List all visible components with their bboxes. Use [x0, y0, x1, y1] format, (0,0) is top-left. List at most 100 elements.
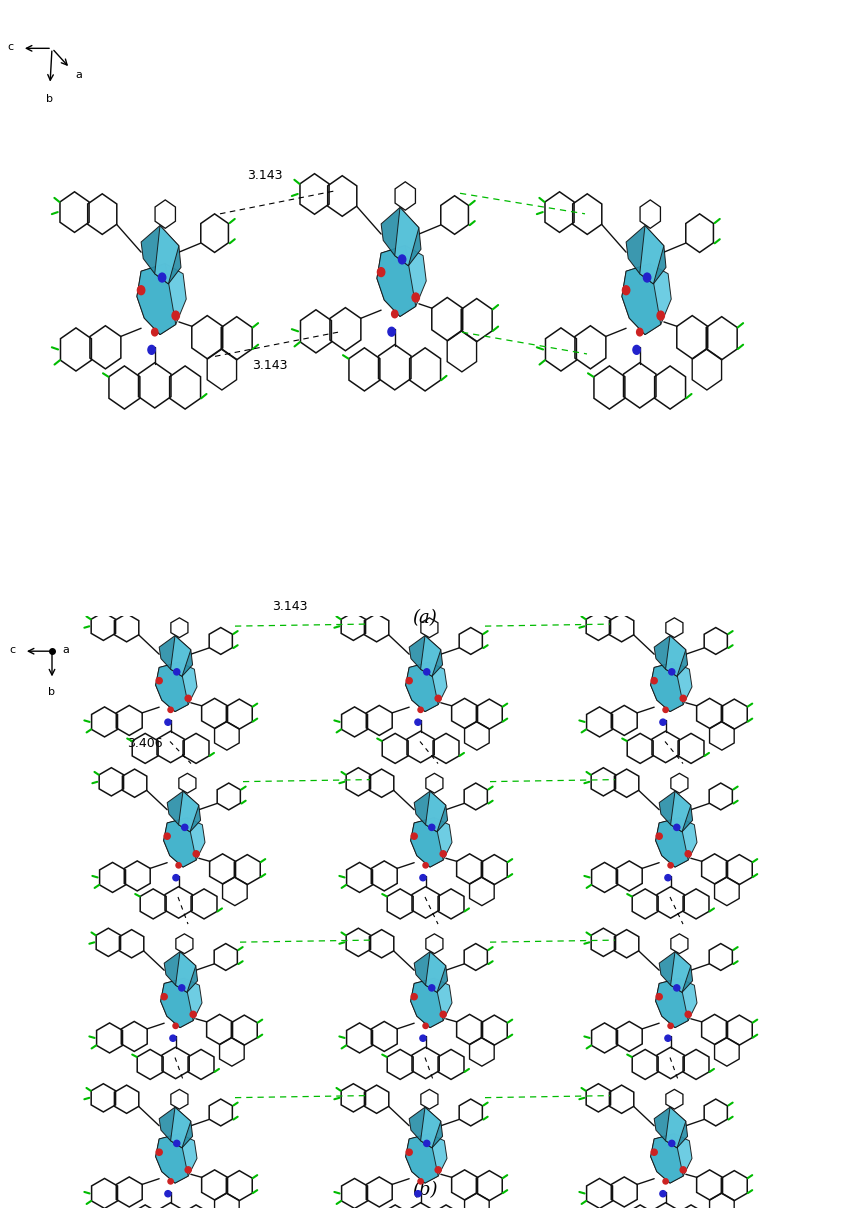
Circle shape [663, 1179, 668, 1184]
Circle shape [665, 875, 671, 881]
Circle shape [164, 834, 170, 840]
Circle shape [412, 294, 419, 302]
Circle shape [168, 1179, 173, 1184]
Circle shape [176, 863, 181, 869]
Circle shape [411, 994, 417, 1000]
Polygon shape [137, 263, 186, 335]
Polygon shape [650, 1133, 692, 1183]
Circle shape [680, 1167, 686, 1173]
Polygon shape [161, 978, 193, 1028]
Polygon shape [650, 1133, 683, 1183]
Polygon shape [381, 208, 421, 266]
Polygon shape [622, 263, 672, 335]
Circle shape [660, 719, 666, 725]
Polygon shape [659, 791, 693, 832]
Polygon shape [156, 1133, 188, 1183]
Polygon shape [654, 635, 688, 676]
Circle shape [674, 824, 680, 830]
Circle shape [435, 696, 441, 702]
Circle shape [148, 345, 156, 354]
Polygon shape [156, 662, 188, 712]
Polygon shape [137, 263, 176, 335]
Polygon shape [164, 818, 205, 867]
Circle shape [657, 312, 665, 320]
Polygon shape [655, 818, 697, 867]
Circle shape [138, 286, 145, 295]
Circle shape [668, 1023, 673, 1028]
Circle shape [651, 678, 657, 684]
Circle shape [170, 1035, 176, 1041]
Polygon shape [405, 1133, 439, 1183]
Polygon shape [411, 978, 452, 1028]
Text: a: a [76, 70, 82, 80]
Text: 3.143: 3.143 [247, 169, 283, 182]
Polygon shape [171, 635, 191, 676]
Circle shape [388, 327, 395, 336]
Circle shape [182, 824, 188, 830]
Text: (a): (a) [412, 610, 438, 627]
Text: a: a [62, 645, 69, 655]
Circle shape [423, 1023, 428, 1028]
Circle shape [173, 875, 179, 881]
Circle shape [423, 863, 428, 869]
Polygon shape [405, 662, 439, 712]
Polygon shape [654, 1108, 688, 1148]
Circle shape [418, 1179, 423, 1184]
Polygon shape [421, 1108, 441, 1148]
Circle shape [674, 985, 680, 991]
Polygon shape [640, 226, 664, 284]
Circle shape [173, 669, 180, 675]
Circle shape [656, 834, 662, 840]
Circle shape [162, 994, 167, 1000]
Polygon shape [159, 635, 193, 676]
Circle shape [435, 1167, 441, 1173]
Polygon shape [141, 226, 181, 284]
Circle shape [669, 1140, 675, 1146]
Circle shape [423, 669, 430, 675]
Circle shape [168, 707, 173, 713]
Polygon shape [377, 245, 416, 316]
Polygon shape [394, 208, 419, 266]
Polygon shape [405, 1133, 447, 1183]
Polygon shape [671, 952, 691, 992]
Circle shape [420, 875, 426, 881]
Polygon shape [161, 978, 202, 1028]
Text: 3.406: 3.406 [128, 738, 163, 750]
Polygon shape [405, 662, 447, 712]
Polygon shape [164, 952, 197, 992]
Circle shape [193, 850, 199, 856]
Polygon shape [377, 245, 426, 316]
Text: 3.143: 3.143 [252, 359, 288, 372]
Circle shape [415, 1191, 421, 1197]
Circle shape [440, 850, 446, 856]
Circle shape [377, 268, 385, 277]
Circle shape [663, 707, 668, 713]
Polygon shape [409, 635, 443, 676]
Polygon shape [414, 952, 448, 992]
Polygon shape [156, 1133, 197, 1183]
Circle shape [656, 994, 662, 1000]
Circle shape [158, 273, 166, 281]
Circle shape [156, 1149, 162, 1155]
Polygon shape [167, 791, 201, 832]
Polygon shape [411, 818, 452, 867]
Circle shape [392, 310, 398, 318]
Polygon shape [626, 226, 666, 284]
Circle shape [622, 286, 630, 295]
Polygon shape [655, 818, 688, 867]
Circle shape [669, 669, 675, 675]
Circle shape [637, 329, 643, 336]
Polygon shape [156, 662, 197, 712]
Circle shape [668, 863, 673, 869]
Polygon shape [666, 1108, 686, 1148]
Circle shape [178, 985, 184, 991]
Text: b: b [47, 94, 54, 104]
Polygon shape [414, 791, 448, 832]
Circle shape [411, 834, 417, 840]
Polygon shape [155, 226, 178, 284]
Circle shape [190, 1011, 196, 1017]
Circle shape [665, 1035, 671, 1041]
Polygon shape [171, 1108, 191, 1148]
Polygon shape [159, 1108, 193, 1148]
Polygon shape [650, 662, 692, 712]
